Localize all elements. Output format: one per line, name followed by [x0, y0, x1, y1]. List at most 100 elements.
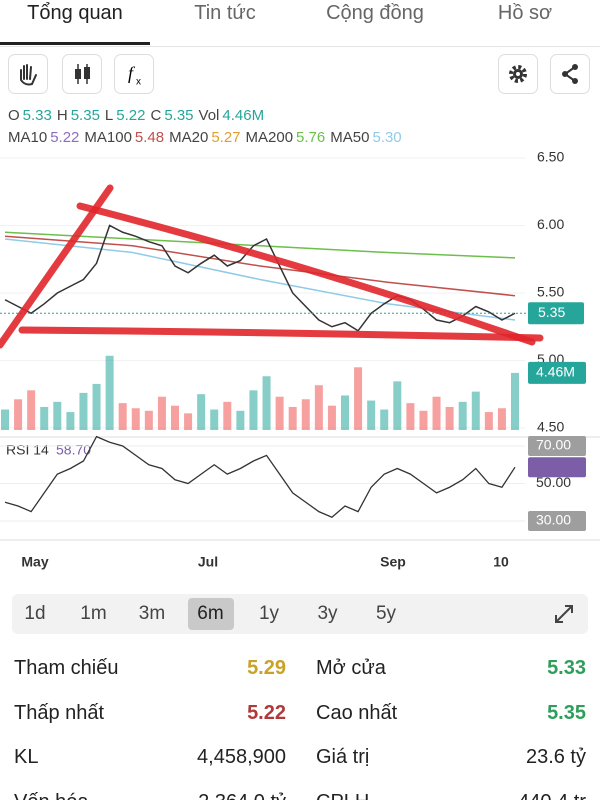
quote-value: 5.35	[164, 107, 194, 124]
ma-value: 5.76	[296, 129, 326, 146]
annotation-stroke	[0, 184, 114, 349]
stat-label: KL	[14, 746, 39, 768]
stat-label: Cao nhất	[316, 701, 398, 724]
y-tick-label: 6.50	[537, 149, 564, 165]
period-button[interactable]: 3y	[317, 603, 338, 624]
stat-value: 2,364.0 tỷ	[198, 791, 286, 800]
ma-value: 5.48	[134, 129, 165, 146]
rsi-tick-label: 30.00	[536, 512, 571, 528]
period-button[interactable]: 3m	[138, 603, 166, 624]
stat-label: Thấp nhất	[14, 701, 105, 724]
quote-label: C	[150, 107, 162, 124]
ma-label: MA100	[84, 129, 132, 146]
volume-bar	[53, 401, 62, 430]
stat-label: CPLH	[316, 791, 369, 800]
ma-line	[4, 235, 516, 297]
volume-bar	[471, 391, 480, 430]
tab[interactable]: Tin tức	[194, 2, 256, 24]
volume-bar	[367, 400, 376, 430]
volume-bar	[144, 410, 153, 430]
volume-bar	[406, 403, 415, 430]
volume-bar	[66, 412, 75, 430]
ma-value: 5.30	[372, 129, 402, 146]
period-button[interactable]: 1y	[258, 603, 280, 624]
volume-bar	[393, 381, 402, 430]
volume-bar	[354, 367, 363, 430]
stat-value: 440.4 tr	[518, 791, 586, 800]
volume-bar	[210, 409, 219, 430]
volume-bar	[380, 409, 389, 430]
volume-bar	[484, 412, 493, 430]
price-tag: 5.35	[538, 304, 565, 320]
ohlc-line: O 5.33 H 5.35 L 5.22 C 5.35 Vol 4.46M	[8, 107, 269, 124]
volume-bar	[249, 390, 258, 430]
x-tick-label: 10	[493, 554, 509, 570]
volume-bar	[314, 385, 323, 430]
settings-button[interactable]	[498, 54, 538, 94]
period-button[interactable]: 1m	[80, 603, 107, 624]
expand-icon[interactable]	[552, 602, 576, 626]
ma-value: 5.27	[211, 129, 241, 146]
tab[interactable]: Cộng đồng	[326, 2, 424, 24]
rsi-tick-box	[528, 436, 586, 456]
x-tick-label: May	[21, 554, 48, 570]
volume-bar	[171, 405, 179, 430]
stats-row: KL 4,458,900 Giá trị 23.6 tỷ	[14, 746, 586, 786]
period-button[interactable]: 5y	[375, 603, 397, 624]
volume-bar	[118, 403, 127, 430]
volume-bar	[1, 409, 9, 430]
x-tick-label: Jul	[198, 554, 218, 570]
volume-bar	[157, 396, 166, 430]
svg-text:f: f	[128, 63, 136, 83]
volume-bar	[419, 410, 428, 430]
candle-tool[interactable]	[62, 54, 102, 94]
stat-label: Tham chiếu	[14, 657, 119, 679]
stat-value: 5.35	[547, 701, 586, 724]
quote-value: 5.22	[116, 107, 146, 124]
y-tick-label: 5.50	[537, 284, 564, 300]
share-button[interactable]	[550, 54, 590, 94]
tab[interactable]: Tổng quan	[0, 0, 150, 46]
svg-text:x: x	[136, 77, 141, 88]
rsi-line	[4, 435, 516, 519]
volume-bar	[14, 399, 23, 430]
ma-label: MA20	[169, 129, 209, 146]
ma-line	[4, 231, 516, 259]
y-tick-label: 6.00	[537, 216, 564, 232]
stat-label: Giá trị	[316, 746, 370, 768]
stat-value: 23.6 tỷ	[525, 746, 586, 768]
period-button[interactable]: 6m	[187, 598, 234, 630]
stats-row: Tham chiếu 5.29 Mở cửa 5.33	[14, 657, 586, 697]
quote-value: 4.46M	[222, 107, 265, 124]
tab-bar: Tổng quan Tin tức Cộng đồng Hồ sơ	[0, 0, 600, 47]
volume-bar	[432, 396, 441, 430]
volume-bar	[131, 408, 140, 430]
quote-value: 5.33	[22, 107, 52, 124]
stat-label: Mở cửa	[316, 657, 386, 679]
draw-tool[interactable]	[8, 54, 48, 94]
annotation-stroke	[76, 202, 536, 346]
rsi-tick-label: 50.00	[536, 474, 571, 490]
volume-bar	[79, 392, 88, 430]
stat-value: 5.29	[247, 657, 286, 679]
volume-bar	[92, 383, 101, 430]
volume-bar	[301, 399, 310, 430]
tab[interactable]: Hồ sơ	[497, 2, 553, 24]
period-selector: 1d 1m 3m 6m 1y 3y 5y	[12, 594, 588, 634]
rsi-label: RSI 14	[6, 442, 49, 458]
volume-bar	[341, 395, 349, 430]
volume-bar	[105, 355, 114, 430]
volume-tag-box	[528, 361, 586, 384]
volume-bar	[511, 372, 519, 430]
volume-bar	[275, 396, 284, 430]
stat-value: 5.22	[247, 701, 286, 724]
stats-row: Vốn hóa 2,364.0 tỷ CPLH 440.4 tr	[14, 791, 586, 800]
price-tag-box	[528, 302, 584, 325]
ma-label: MA50	[330, 129, 370, 146]
period-button[interactable]: 1d	[24, 603, 46, 624]
volume-bar	[497, 408, 506, 430]
hand-drawn-annotation	[0, 184, 544, 349]
